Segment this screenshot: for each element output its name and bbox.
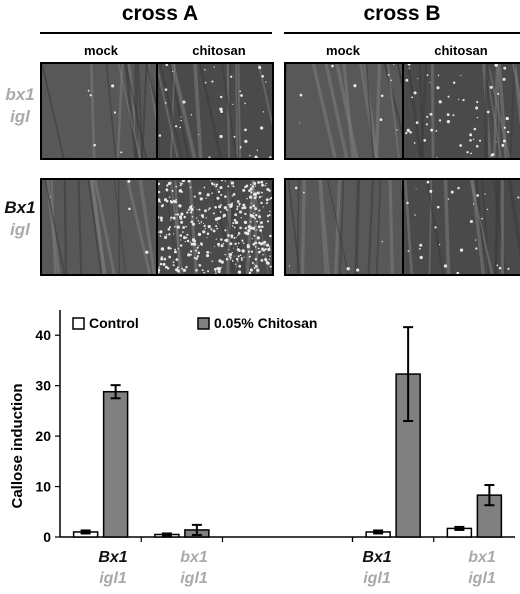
micrograph-panel — [284, 62, 520, 160]
y-tick-label: 20 — [35, 428, 51, 444]
x-label-group3-line1: Bx1 — [362, 549, 392, 566]
legend-label-chitosan: 0.05% Chitosan — [214, 315, 317, 331]
cross-a-underline — [40, 32, 272, 34]
micrograph-panel — [284, 178, 520, 276]
y-tick-label: 30 — [35, 378, 51, 394]
legend-swatch-control — [72, 317, 85, 330]
x-label-group1-line2: igl1 — [99, 570, 127, 587]
x-label-group4-line2: igl1 — [468, 570, 496, 587]
col-label-b-chitosan: chitosan — [434, 43, 488, 58]
x-label-group3-line2: igl1 — [363, 570, 391, 587]
y-tick-label: 0 — [43, 529, 51, 545]
legend: Control 0.05% Chitosan — [72, 315, 317, 331]
y-axis-label: Callose induction — [9, 383, 26, 508]
x-label-group1-line1: Bx1 — [98, 549, 128, 566]
row1-genotype-line1: bx1 — [5, 85, 35, 104]
cross-b-underline — [284, 32, 520, 34]
x-label-group4-line1: bx1 — [468, 549, 496, 566]
x-label-group2-line2: igl1 — [180, 570, 208, 587]
y-tick-label: 10 — [35, 479, 51, 495]
cross-a-title: cross A — [121, 2, 199, 25]
cross-b-title: cross B — [363, 2, 441, 25]
micrograph-panel — [40, 178, 274, 276]
y-tick-label: 40 — [35, 327, 51, 343]
row2-genotype-line2: igl — [10, 220, 30, 239]
row1-genotype-line2: igl — [10, 107, 30, 126]
x-label-group2-line1: bx1 — [180, 549, 208, 566]
bar-chitosan — [102, 390, 129, 538]
col-label-b-mock: mock — [326, 43, 360, 58]
row2-genotype-line1: Bx1 — [4, 198, 36, 217]
col-label-a-mock: mock — [84, 43, 118, 58]
legend-label-control: Control — [89, 315, 139, 331]
legend-swatch-chitosan — [197, 317, 210, 330]
micrograph-panel — [40, 62, 274, 160]
callose-bar-chart: Callose induction 0 10 20 30 40 Control 0.05… — [9, 310, 515, 545]
col-label-a-chitosan: chitosan — [192, 43, 246, 58]
